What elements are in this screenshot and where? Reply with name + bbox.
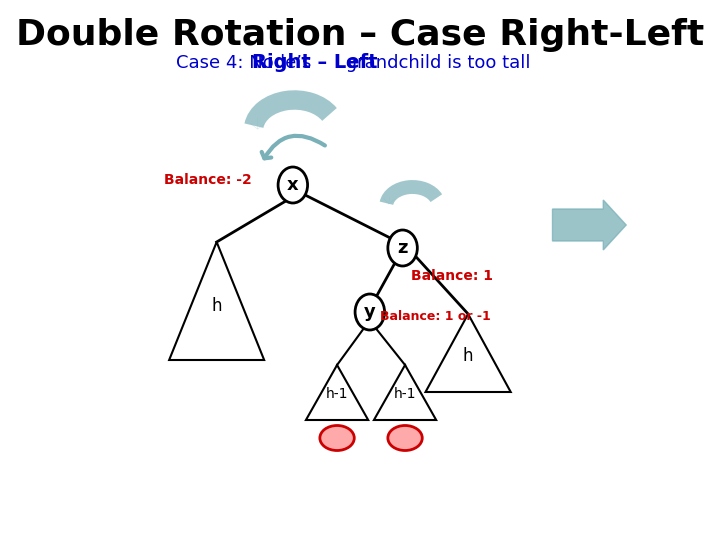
Text: Right – Left: Right – Left [252, 53, 377, 72]
Text: h: h [212, 297, 222, 315]
Circle shape [278, 167, 307, 203]
Polygon shape [306, 365, 368, 420]
Text: z: z [397, 239, 408, 257]
Text: Balance: -2: Balance: -2 [164, 173, 252, 187]
Circle shape [388, 230, 418, 266]
Polygon shape [169, 242, 264, 360]
Text: h-1: h-1 [326, 388, 348, 402]
Text: Case 4: Node’s: Case 4: Node’s [176, 54, 323, 72]
Text: y: y [364, 303, 376, 321]
Text: h-1: h-1 [394, 388, 416, 402]
Polygon shape [552, 200, 626, 250]
Text: grandchild is too tall: grandchild is too tall [340, 54, 530, 72]
Polygon shape [374, 365, 436, 420]
Text: Double Rotation – Case Right-Left: Double Rotation – Case Right-Left [16, 18, 704, 52]
Circle shape [355, 294, 384, 330]
Text: Balance: 1 or -1: Balance: 1 or -1 [379, 310, 490, 323]
Ellipse shape [320, 426, 354, 450]
Polygon shape [426, 314, 510, 392]
Text: x: x [287, 176, 299, 194]
Text: Balance: 1: Balance: 1 [411, 269, 492, 283]
Text: h: h [463, 347, 473, 365]
Ellipse shape [388, 426, 422, 450]
